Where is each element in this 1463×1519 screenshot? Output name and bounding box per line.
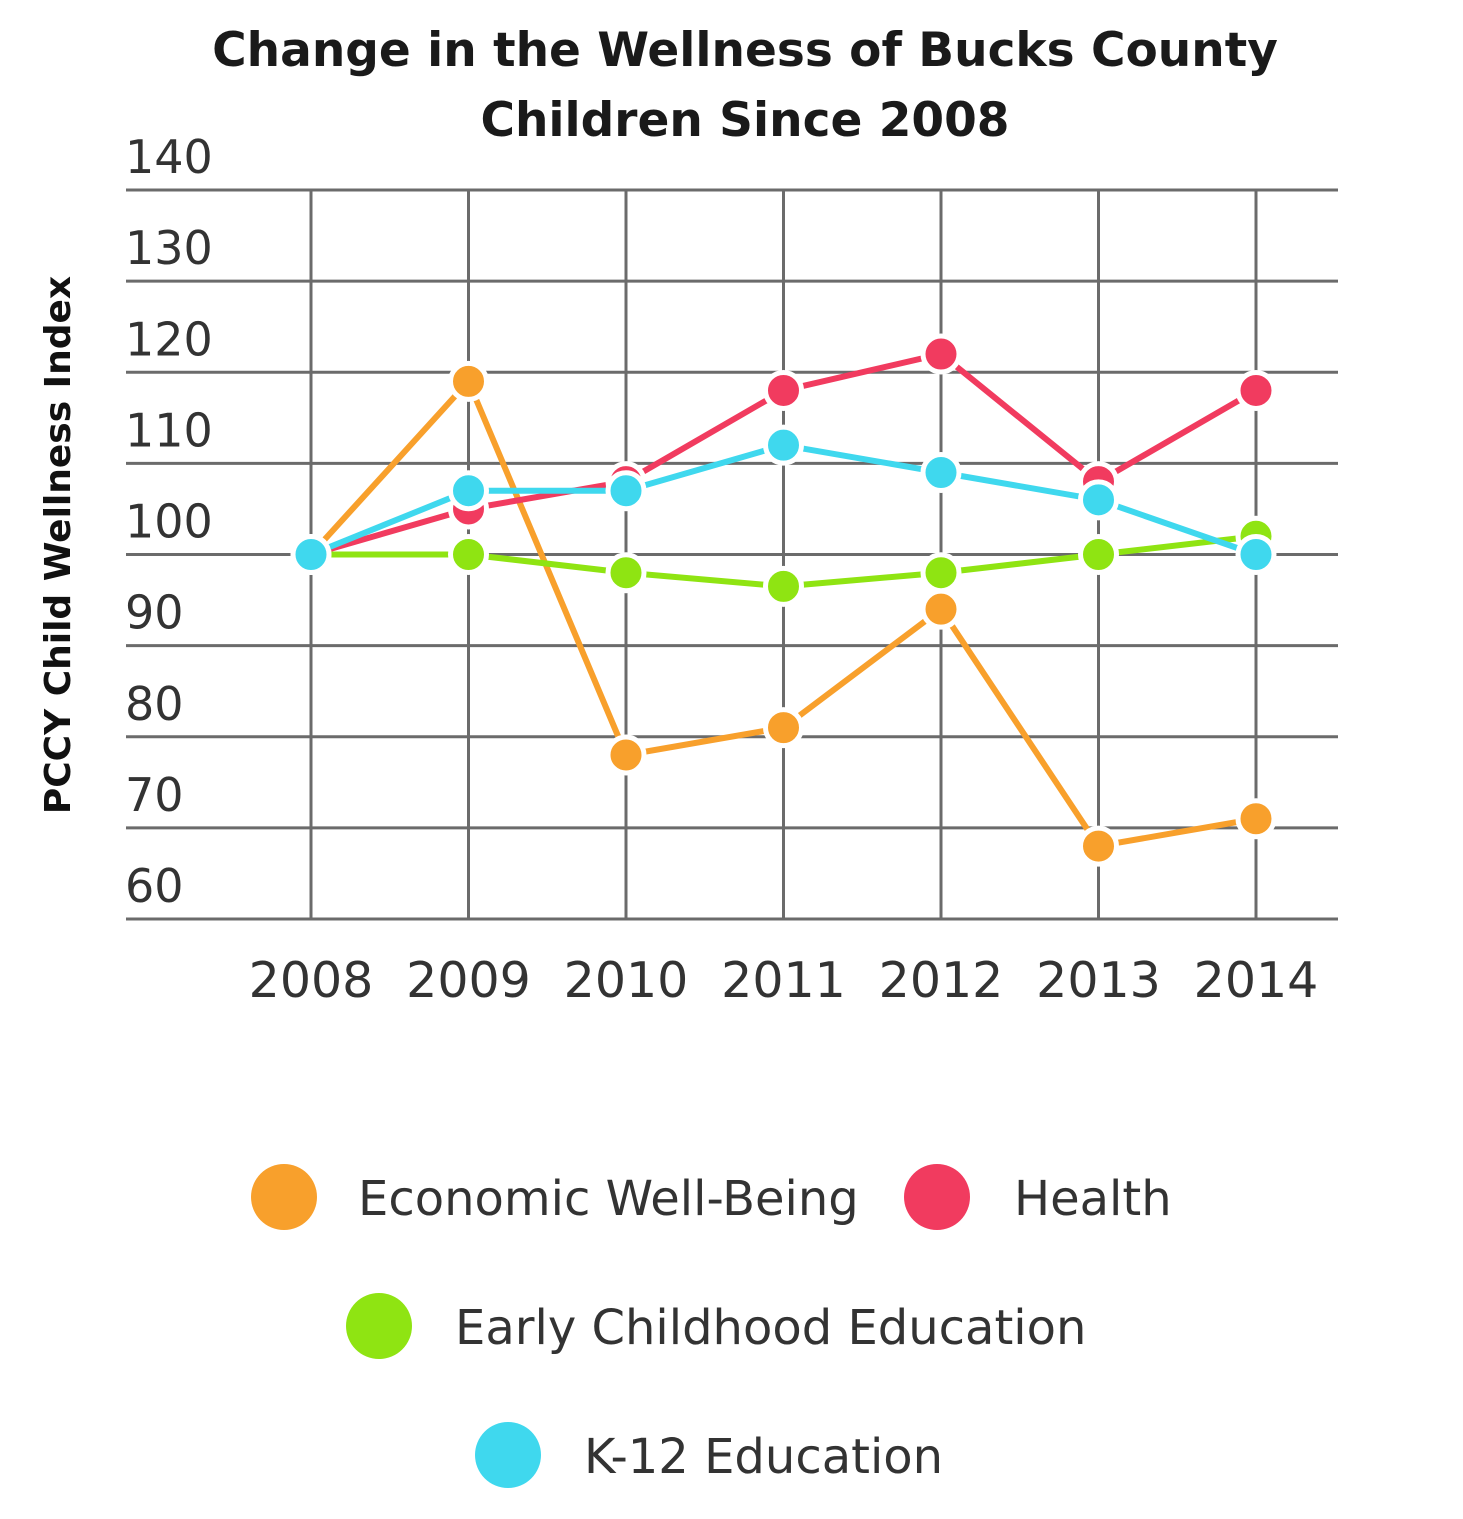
data-point — [1235, 534, 1277, 575]
legend-item: Early Childhood Education — [346, 1293, 1086, 1359]
y-tick-label: 130 — [125, 221, 213, 275]
data-point — [763, 565, 804, 607]
legend-swatch — [904, 1164, 970, 1230]
data-point — [1235, 369, 1277, 411]
data-point — [763, 707, 804, 749]
data-point — [448, 470, 489, 512]
legend: Economic Well-Being Health Early Childhood… — [251, 1164, 1172, 1488]
data-point — [920, 588, 962, 630]
data-point — [920, 552, 962, 594]
y-tick-label: 110 — [125, 403, 213, 457]
x-axis-ticks: 2008 2009 2010 2011 2012 2013 2014 — [249, 952, 1319, 1009]
legend-item: Economic Well-Being — [251, 1164, 859, 1230]
data-point — [1078, 825, 1119, 867]
x-tick-label: 2009 — [406, 952, 531, 1009]
series-lines — [290, 333, 1277, 867]
legend-label: Economic Well-Being — [358, 1171, 859, 1227]
y-tick-label: 60 — [125, 859, 184, 913]
legend-item: Health — [904, 1164, 1172, 1230]
y-axis-label: PCCY Child Wellness Index — [38, 276, 79, 814]
y-tick-label: 90 — [125, 586, 184, 640]
data-point — [290, 534, 332, 575]
data-point — [605, 470, 647, 512]
x-tick-label: 2014 — [1194, 952, 1319, 1009]
data-point — [1235, 798, 1277, 840]
x-tick-label: 2008 — [249, 952, 374, 1009]
data-point — [448, 360, 489, 402]
x-tick-label: 2013 — [1036, 952, 1161, 1009]
x-tick-label: 2010 — [564, 952, 689, 1009]
x-tick-label: 2012 — [879, 952, 1004, 1009]
x-tick-label: 2011 — [721, 952, 846, 1009]
data-point — [448, 534, 489, 575]
legend-swatch — [346, 1293, 412, 1359]
data-point — [763, 424, 804, 466]
data-point — [920, 333, 962, 375]
y-tick-label: 100 — [125, 495, 213, 549]
chart-title-line-1: Change in the Wellness of Bucks County — [212, 23, 1278, 78]
y-tick-label: 120 — [125, 312, 213, 366]
data-point — [1078, 534, 1119, 575]
data-point — [605, 552, 647, 594]
legend-label: K-12 Education — [584, 1429, 943, 1485]
legend-label: Early Childhood Education — [455, 1300, 1086, 1356]
y-tick-label: 70 — [125, 768, 184, 822]
series-k-12-education — [290, 424, 1277, 575]
data-point — [605, 734, 647, 776]
legend-swatch — [251, 1164, 317, 1230]
data-point — [1078, 479, 1119, 521]
y-axis-ticks: 140 130 120 110 100 90 80 70 60 — [125, 130, 213, 913]
data-point — [920, 451, 962, 493]
legend-swatch — [475, 1422, 541, 1488]
legend-label: Health — [1014, 1171, 1172, 1227]
chart-title-line-2: Children Since 2008 — [480, 93, 1009, 148]
data-point — [763, 369, 804, 411]
legend-item: K-12 Education — [475, 1422, 943, 1488]
y-tick-label: 80 — [125, 677, 184, 731]
y-tick-label: 140 — [125, 130, 213, 184]
